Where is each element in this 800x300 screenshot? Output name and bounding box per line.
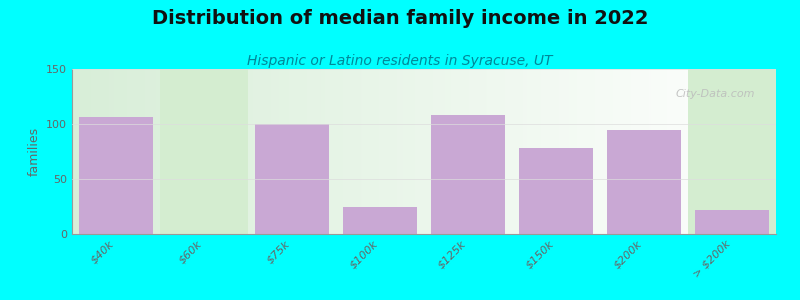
Text: City-Data.com: City-Data.com (675, 89, 755, 99)
Bar (694, 210, 770, 234)
Bar (160, 69, 248, 234)
Bar (430, 115, 506, 234)
Bar (606, 130, 682, 234)
Bar (254, 124, 330, 234)
Y-axis label: families: families (27, 127, 41, 176)
Bar (518, 148, 594, 234)
Bar (78, 117, 154, 234)
Bar (342, 206, 418, 234)
Text: Distribution of median family income in 2022: Distribution of median family income in … (152, 9, 648, 28)
Text: Hispanic or Latino residents in Syracuse, UT: Hispanic or Latino residents in Syracuse… (247, 54, 553, 68)
Bar (688, 69, 776, 234)
